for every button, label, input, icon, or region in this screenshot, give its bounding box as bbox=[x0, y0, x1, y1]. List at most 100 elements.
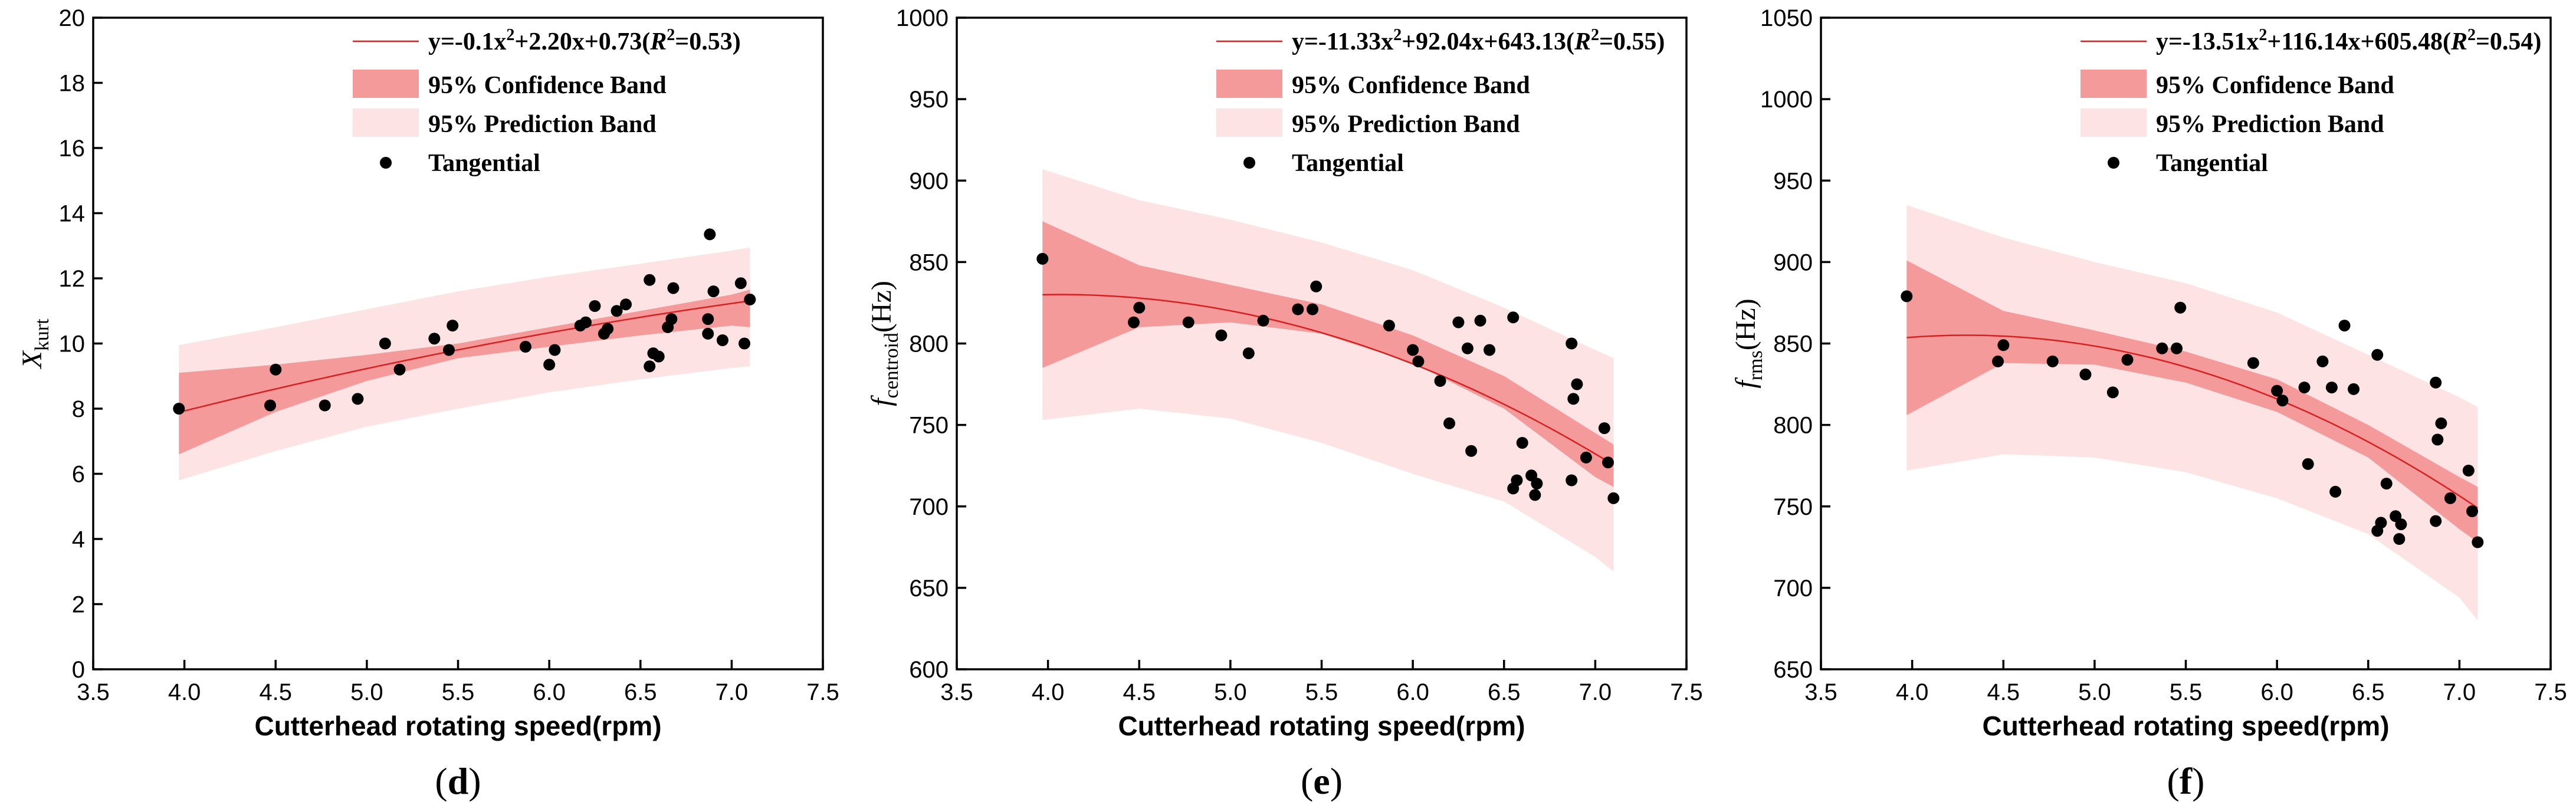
data-point bbox=[2431, 433, 2444, 446]
x-axis-label: Cutterhead rotating speed(rpm) bbox=[1982, 711, 2389, 741]
legend: y=-13.51x2+116.14x+605.48(R2=0.54) 95% C… bbox=[2081, 26, 2541, 177]
x-tick-label: 4.5 bbox=[1987, 679, 2020, 705]
data-point bbox=[702, 327, 714, 340]
legend-point-swatch bbox=[1243, 157, 1255, 169]
data-point bbox=[1465, 445, 1478, 457]
data-point bbox=[667, 282, 680, 294]
x-tick-label: 6.0 bbox=[533, 679, 566, 705]
prediction-band bbox=[1906, 205, 2478, 621]
data-point bbox=[1531, 478, 1543, 490]
panel-e: 3.5 4.0 4.5 5.0 5.5 6.0 6.5 7.0 7.5 600 650 700 750 8… bbox=[866, 5, 1703, 802]
data-point bbox=[580, 316, 592, 328]
data-point bbox=[1036, 252, 1049, 265]
data-points bbox=[1036, 252, 1620, 504]
data-point bbox=[1566, 474, 1578, 486]
x-tick-label: 5.5 bbox=[442, 679, 475, 705]
data-point bbox=[1257, 314, 1269, 327]
data-point bbox=[1215, 329, 1228, 341]
x-tick-label: 6.5 bbox=[624, 679, 657, 705]
data-points bbox=[173, 228, 756, 415]
y-tick-label: 600 bbox=[909, 657, 949, 683]
y-tick-label: 800 bbox=[1773, 413, 1813, 439]
data-point bbox=[2430, 515, 2442, 527]
data-point bbox=[652, 350, 665, 363]
legend-confidence-swatch bbox=[353, 70, 419, 98]
y-tick-label: 750 bbox=[909, 413, 949, 439]
x-axis-label: Cutterhead rotating speed(rpm) bbox=[254, 711, 661, 741]
data-point bbox=[2298, 382, 2311, 394]
data-point bbox=[519, 341, 531, 353]
data-point bbox=[428, 333, 441, 345]
data-point bbox=[1580, 451, 1592, 463]
legend-confidence-label: 95% Confidence Band bbox=[428, 72, 667, 99]
data-point bbox=[2348, 383, 2360, 395]
x-tick-label: 4.0 bbox=[1032, 679, 1065, 705]
y-tick-label: 0 bbox=[72, 657, 85, 683]
legend-prediction-swatch bbox=[1216, 109, 1282, 137]
data-point bbox=[2156, 342, 2168, 354]
y-tick-label: 900 bbox=[1773, 249, 1813, 275]
legend-prediction-label: 95% Prediction Band bbox=[428, 111, 657, 138]
y-tick-label: 1050 bbox=[1760, 5, 1813, 31]
y-tick-label: 700 bbox=[909, 494, 949, 520]
legend-confidence-swatch bbox=[1216, 70, 1282, 98]
prediction-band bbox=[1042, 169, 1614, 572]
data-point bbox=[1133, 301, 1146, 314]
data-point bbox=[707, 285, 720, 298]
y-tick-label: 8 bbox=[72, 396, 85, 422]
x-tick-label: 4.5 bbox=[1123, 679, 1156, 705]
data-point bbox=[1566, 337, 1578, 350]
legend-confidence-label: 95% Confidence Band bbox=[2156, 72, 2394, 99]
data-point bbox=[2276, 395, 2289, 407]
data-point bbox=[352, 393, 364, 405]
confidence-band bbox=[1042, 221, 1614, 487]
y-axis-label-main: X bbox=[17, 350, 48, 370]
data-point bbox=[1443, 417, 1455, 429]
x-tick-label: 5.0 bbox=[1214, 679, 1247, 705]
x-tick-label: 6.0 bbox=[1396, 679, 1429, 705]
data-point bbox=[2121, 354, 2134, 366]
data-point bbox=[1407, 344, 1419, 356]
data-point bbox=[2338, 320, 2351, 332]
y-axis-label: Xkurt bbox=[17, 318, 53, 370]
legend-prediction-swatch bbox=[353, 109, 419, 137]
data-point bbox=[173, 403, 185, 415]
y-tick-label: 18 bbox=[59, 71, 86, 97]
data-point bbox=[1242, 347, 1255, 360]
data-point bbox=[1992, 355, 2004, 367]
x-tick-label: 7.0 bbox=[1579, 679, 1612, 705]
data-point bbox=[2472, 536, 2484, 548]
data-point bbox=[602, 323, 614, 335]
data-point bbox=[2079, 369, 2092, 380]
legend-fit-equation: y=-0.1x2+2.20x+0.73(R2=0.53) bbox=[428, 26, 741, 55]
axis-ticks: 3.5 4.0 4.5 5.0 5.5 6.0 6.5 7.0 7.5 650 700 750 800 8… bbox=[1760, 5, 2567, 705]
x-tick-label: 4.0 bbox=[168, 679, 201, 705]
x-tick-label: 5.0 bbox=[350, 679, 383, 705]
bands bbox=[1042, 169, 1614, 572]
data-point bbox=[2371, 349, 2384, 361]
x-tick-label: 6.5 bbox=[1488, 679, 1521, 705]
y-axis-label: fcentroid(Hz) bbox=[866, 281, 903, 406]
data-point bbox=[2444, 492, 2456, 504]
data-point bbox=[2375, 517, 2387, 529]
y-tick-label: 900 bbox=[909, 168, 949, 194]
data-point bbox=[1383, 320, 1395, 332]
legend-prediction-label: 95% Prediction Band bbox=[2156, 111, 2384, 138]
data-point bbox=[1529, 489, 1541, 501]
legend-prediction-swatch bbox=[2081, 109, 2147, 137]
panel-label: (e) bbox=[1301, 760, 1343, 802]
data-point bbox=[1452, 316, 1465, 328]
data-point bbox=[2316, 355, 2329, 367]
x-tick-label: 4.0 bbox=[1896, 679, 1929, 705]
data-point bbox=[443, 344, 455, 356]
y-tick-label: 12 bbox=[59, 266, 86, 292]
data-point bbox=[270, 363, 282, 376]
data-point bbox=[665, 313, 678, 326]
data-point bbox=[393, 363, 406, 376]
data-point bbox=[2462, 465, 2475, 476]
data-point bbox=[2430, 376, 2442, 389]
data-point bbox=[704, 228, 716, 241]
data-point bbox=[1507, 311, 1520, 324]
data-point bbox=[2380, 478, 2393, 490]
